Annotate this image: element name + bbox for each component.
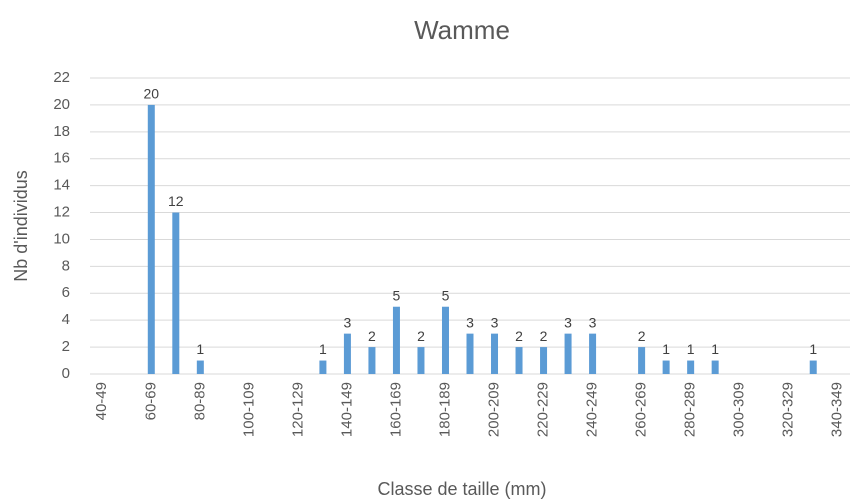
bar (466, 333, 474, 374)
y-tick-label: 4 (62, 311, 70, 328)
bar (441, 306, 449, 374)
value-label: 5 (393, 287, 401, 303)
y-tick-label: 20 (53, 96, 70, 113)
bar (638, 347, 646, 374)
bar (196, 360, 204, 374)
value-label: 2 (368, 328, 376, 344)
value-label: 1 (687, 341, 695, 357)
bar (662, 360, 670, 374)
value-label: 1 (809, 341, 817, 357)
y-tick-label: 18 (53, 123, 70, 140)
y-tick-label: 0 (62, 365, 70, 382)
x-tick-label: 200-209 (485, 382, 502, 437)
x-axis-label: Classe de taille (mm) (377, 479, 546, 499)
x-tick-label: 40-49 (93, 382, 110, 420)
x-tick-label: 340-349 (829, 382, 846, 437)
value-label: 12 (168, 193, 184, 209)
bar (687, 360, 695, 374)
bar (589, 333, 597, 374)
x-tick-label: 100-109 (240, 382, 257, 437)
value-label: 2 (540, 328, 548, 344)
bar (319, 360, 327, 374)
bar (491, 333, 499, 374)
value-label: 20 (144, 86, 160, 102)
x-tick-label: 320-329 (780, 382, 797, 437)
bar (343, 333, 351, 374)
bar (809, 360, 817, 374)
value-label: 3 (344, 314, 352, 330)
value-label: 1 (319, 341, 327, 357)
bar (564, 333, 572, 374)
x-tick-label: 280-289 (682, 382, 699, 437)
value-label: 3 (589, 314, 597, 330)
value-label: 1 (711, 341, 719, 357)
y-tick-label: 14 (53, 177, 70, 194)
value-label: 1 (662, 341, 670, 357)
x-tick-label: 140-149 (338, 382, 355, 437)
y-tick-label: 16 (53, 150, 70, 167)
value-label: 2 (515, 328, 523, 344)
x-tick-label: 260-269 (633, 382, 650, 437)
bar (392, 306, 400, 374)
bar (711, 360, 719, 374)
bar (540, 347, 548, 374)
x-tick-label: 60-69 (142, 382, 159, 420)
bar (368, 347, 376, 374)
value-label: 2 (638, 328, 646, 344)
x-tick-label: 220-229 (535, 382, 552, 437)
value-label: 3 (564, 314, 572, 330)
x-tick-label: 120-129 (289, 382, 306, 437)
x-tick-label: 240-249 (584, 382, 601, 437)
y-tick-label: 10 (53, 230, 70, 247)
bar (515, 347, 523, 374)
x-tick-label: 80-89 (191, 382, 208, 420)
x-tick-label: 180-189 (436, 382, 453, 437)
x-tick-label: 160-169 (387, 382, 404, 437)
bar (417, 347, 425, 374)
value-label: 5 (442, 287, 450, 303)
value-label: 2 (417, 328, 425, 344)
value-label: 3 (466, 314, 474, 330)
value-label: 1 (196, 341, 204, 357)
value-label: 3 (491, 314, 499, 330)
y-tick-label: 6 (62, 284, 70, 301)
y-axis-label: Nb d'individus (11, 170, 31, 282)
y-tick-label: 22 (53, 69, 70, 86)
y-tick-label: 2 (62, 338, 70, 355)
y-tick-label: 12 (53, 204, 70, 221)
bar (172, 212, 180, 374)
bar (147, 104, 155, 374)
x-tick-label: 300-309 (731, 382, 748, 437)
y-tick-label: 8 (62, 257, 70, 274)
chart-title: Wamme (414, 15, 510, 45)
